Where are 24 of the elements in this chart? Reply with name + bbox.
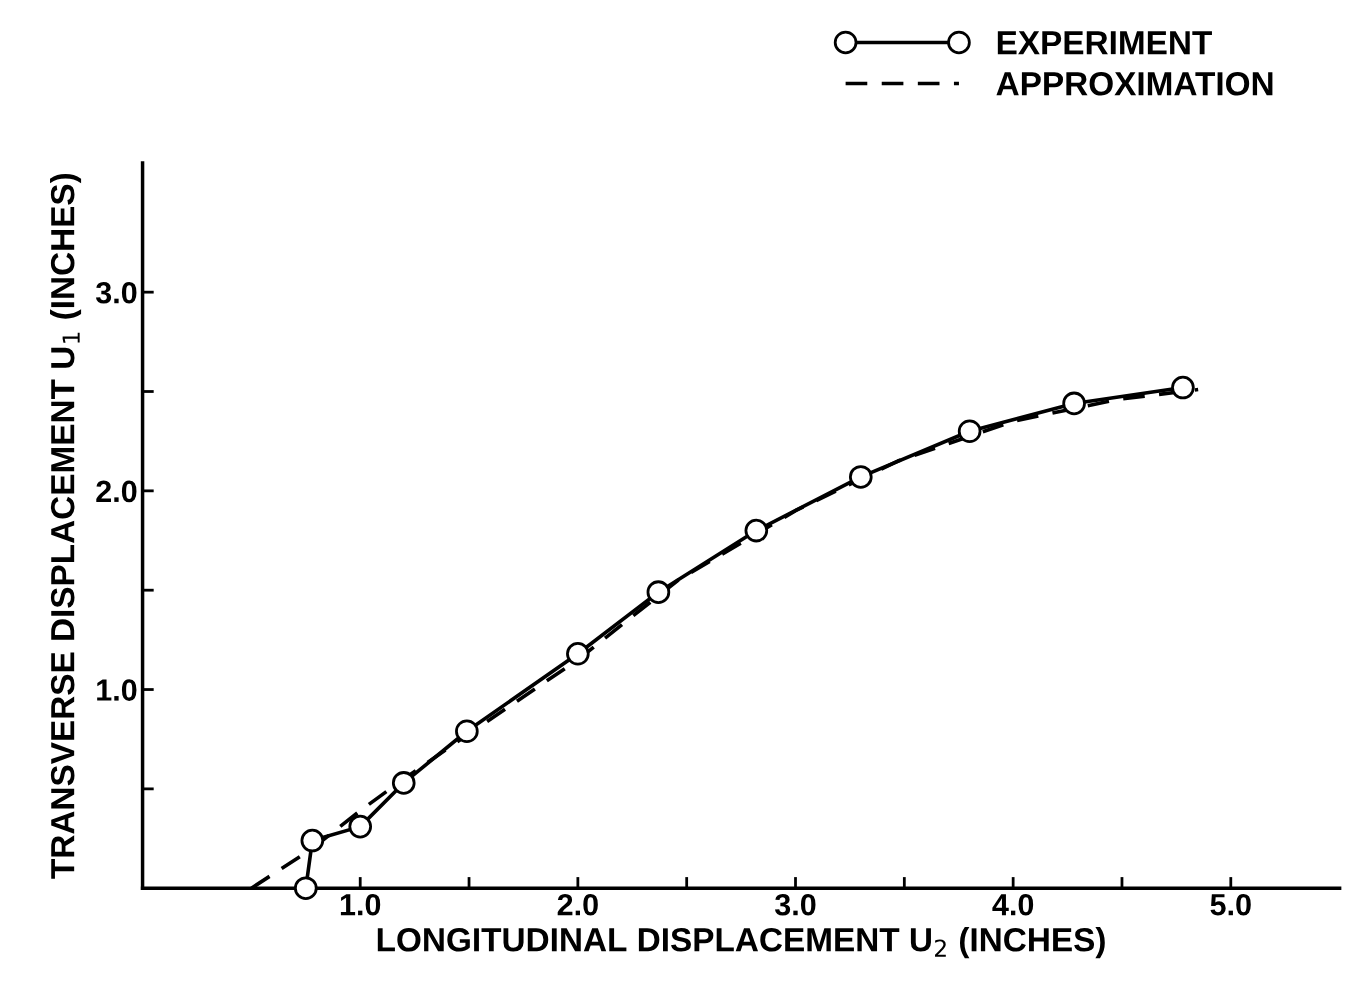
legend-label: EXPERIMENT xyxy=(997,31,1212,55)
x-tick-label: 5.0 xyxy=(1210,893,1251,916)
y-axis-title: TRANSVERSE DISPLACEMENT U$_{1}$ (INCHES) xyxy=(50,173,82,879)
point xyxy=(1062,391,1086,416)
point xyxy=(391,771,416,795)
x-tick-label: 1.0 xyxy=(340,893,381,916)
legend-label: APPROXIMATION xyxy=(996,71,1273,96)
x-tick-label: 2.0 xyxy=(557,893,598,916)
point xyxy=(646,580,671,604)
point xyxy=(848,465,873,489)
y-tick-label: 2.0 xyxy=(96,480,137,503)
point xyxy=(348,814,373,839)
y-tick-label: 1.0 xyxy=(97,679,137,701)
point xyxy=(300,828,325,853)
point xyxy=(744,518,769,543)
point xyxy=(294,876,318,901)
x-tick-label: 4.0 xyxy=(992,893,1034,916)
point xyxy=(957,419,982,444)
point xyxy=(1171,375,1195,400)
x-tick-label: 3.0 xyxy=(774,893,816,916)
x-axis-title: LONGITUDINAL DISPLACEMENT U$_{2}$ (INCHES) xyxy=(377,927,1105,959)
y-tick-label: 3.0 xyxy=(95,281,137,304)
point xyxy=(566,641,590,666)
point xyxy=(455,719,479,744)
